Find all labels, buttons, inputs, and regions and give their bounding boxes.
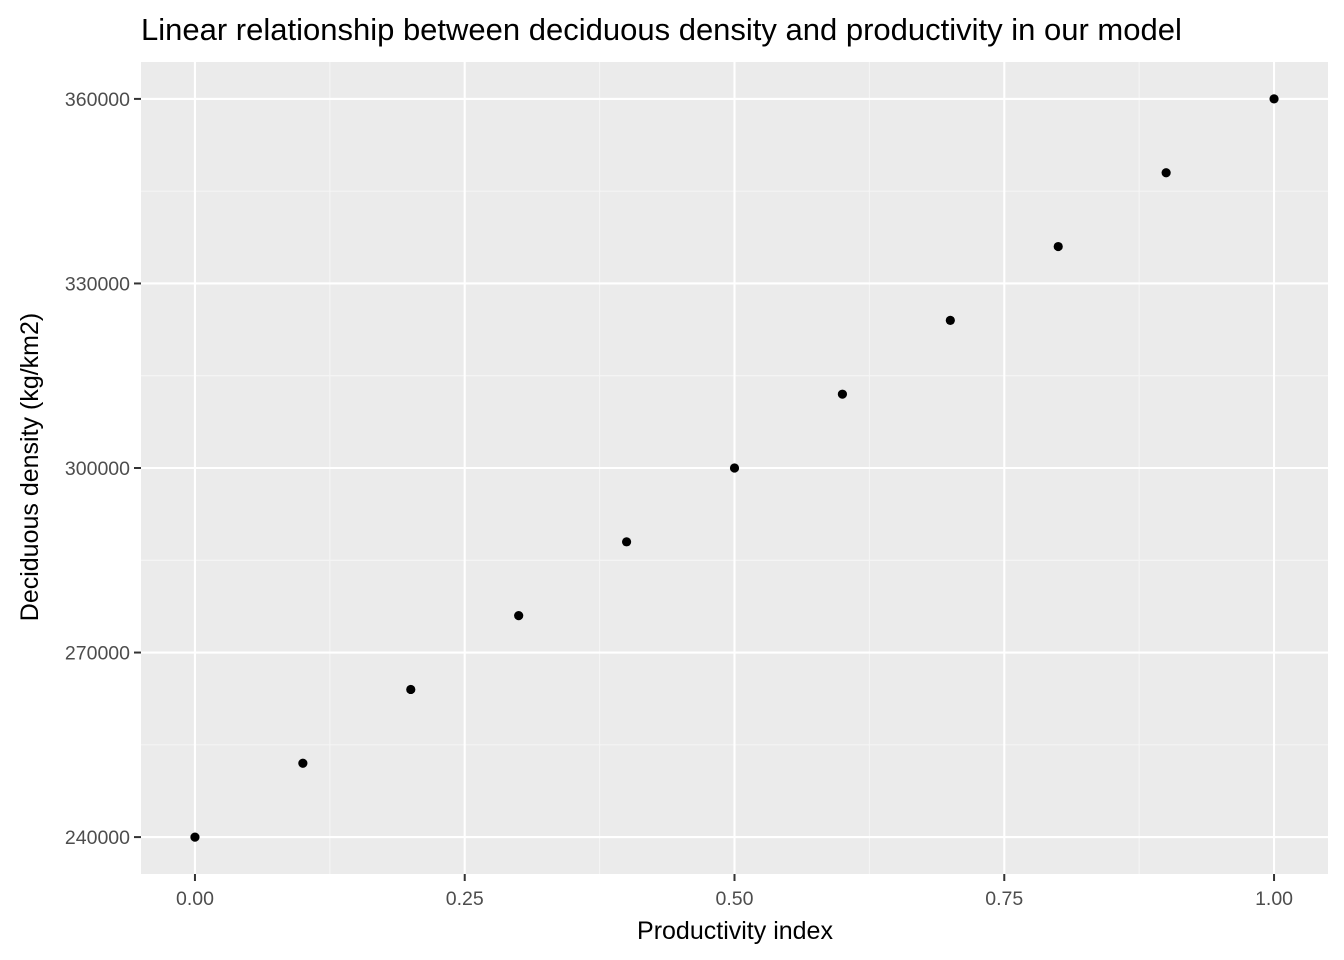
data-point [621,537,632,547]
data-point [1161,168,1171,178]
y-tick-label: 330000 [65,273,130,295]
y-axis: 240000 270000 300000 330000 360000 [65,89,141,849]
data-point [1053,241,1063,252]
x-tick-label: 0.50 [716,888,754,910]
data-point [837,389,848,399]
y-tick-label: 360000 [65,89,130,111]
x-axis-label: Productivity index [637,917,833,945]
y-tick-label: 270000 [65,643,130,665]
x-tick-label: 0.00 [176,888,214,910]
data-point [1269,94,1279,104]
data-point [406,684,416,695]
x-tick-label: 1.00 [1255,888,1293,910]
x-axis: 0.00 0.25 0.50 0.75 1.00 [176,874,1293,910]
data-points [190,94,1279,842]
data-point [298,758,308,768]
y-tick-label: 240000 [65,827,130,849]
data-point [729,463,740,473]
y-axis-label: Deciduous density (kg/km2) [16,313,44,621]
chart-title: Linear relationship between deciduous de… [141,12,1182,47]
data-point [190,832,200,842]
y-tick-label: 300000 [65,458,130,480]
data-point [945,315,955,325]
x-tick-label: 0.25 [446,888,484,910]
data-point [514,611,524,621]
x-tick-label: 0.75 [985,888,1023,910]
